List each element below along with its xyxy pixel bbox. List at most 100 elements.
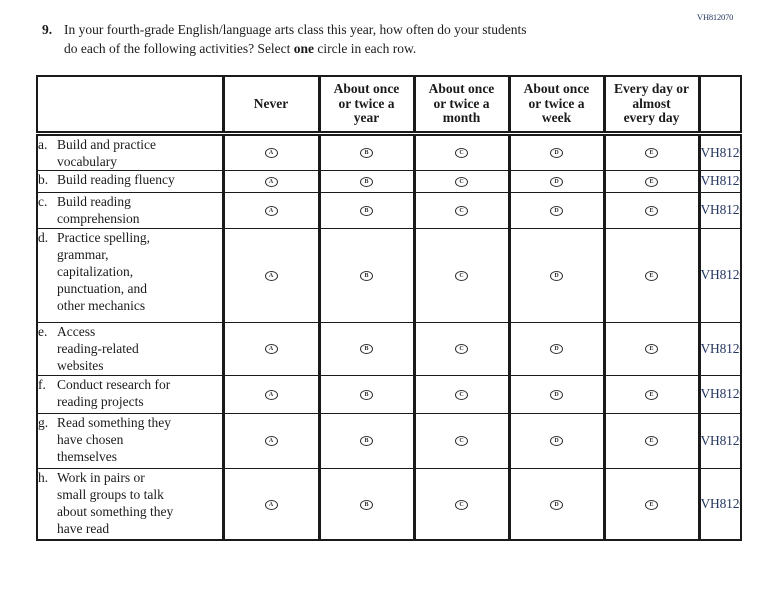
option-bubble-d[interactable]: D [550,270,563,281]
option-cell-once-twice-month: C [413,169,511,193]
header-row: Never About once or twice a year About o… [36,75,742,136]
row-letter: b. [38,171,49,187]
option-bubble-e[interactable]: E [645,176,658,187]
option-cell-once-twice-year: B [318,321,416,376]
row-code-cell: VH812078 [698,169,742,193]
option-bubble-a[interactable]: A [264,389,278,400]
activity-label: Work in pairs or small groups to talk ab… [57,469,174,536]
option-bubble-a[interactable]: A [264,176,278,187]
option-cell-never: A [222,227,321,323]
activity-label: Build reading comprehension [57,193,140,226]
activity-label-cell: e. Access reading-related websites [36,321,225,376]
option-cell-every-day: E [603,321,701,376]
header-code-cell [698,75,742,136]
row-code: VH812088 [700,386,741,401]
header-never: Never [222,75,321,136]
activity-label: Access reading-related websites [57,323,139,373]
option-cell-once-twice-week: D [508,467,606,541]
option-bubble-c[interactable]: C [455,205,468,216]
option-cell-once-twice-month: C [413,191,511,229]
question-number: 9. [42,22,53,37]
row-code-cell: VH812084 [698,227,742,323]
option-bubble-d[interactable]: D [550,205,563,216]
option-bubble-b[interactable]: B [360,176,373,187]
option-bubble-e[interactable]: E [645,344,658,355]
frequency-matrix-table: Never About once or twice a year About o… [36,75,742,541]
option-cell-once-twice-week: D [508,169,606,193]
option-bubble-c[interactable]: C [455,389,468,400]
row-letter: h. [38,469,49,485]
option-cell-once-twice-month: C [413,412,511,469]
option-bubble-a[interactable]: A [264,205,278,216]
table-row: a. Build and practice vocabulary A B C D… [36,132,742,171]
option-bubble-d[interactable]: D [550,344,563,355]
option-bubble-c[interactable]: C [455,148,468,159]
option-cell-once-twice-year: B [318,374,416,414]
table-row: h. Work in pairs or small groups to talk… [36,467,742,541]
option-bubble-a[interactable]: A [264,436,278,447]
activity-label-cell: d. Practice spelling, grammar, capitaliz… [36,227,225,323]
header-once-twice-week: About once or twice a week [508,75,606,136]
option-bubble-c[interactable]: C [455,270,468,281]
option-bubble-b[interactable]: B [360,205,373,216]
option-cell-once-twice-year: B [318,191,416,229]
option-bubble-d[interactable]: D [550,148,563,159]
option-cell-every-day: E [603,169,701,193]
row-letter: f. [38,376,46,392]
option-bubble-c[interactable]: C [455,344,468,355]
option-bubble-e[interactable]: E [645,436,658,447]
option-cell-once-twice-week: D [508,191,606,229]
option-cell-once-twice-week: D [508,132,606,171]
option-cell-once-twice-month: C [413,227,511,323]
activity-label: Read something they have chosen themselv… [57,414,171,464]
option-cell-once-twice-month: C [413,467,511,541]
option-bubble-b[interactable]: B [360,499,373,510]
option-bubble-d[interactable]: D [550,499,563,510]
option-bubble-e[interactable]: E [645,148,658,159]
option-cell-every-day: E [603,467,701,541]
option-bubble-a[interactable]: A [264,148,278,159]
option-bubble-e[interactable]: E [645,389,658,400]
activity-label-cell: a. Build and practice vocabulary [36,132,225,171]
table-row: e. Access reading-related websites A B C… [36,321,742,376]
activity-label: Build and practice vocabulary [57,136,156,169]
option-bubble-d[interactable]: D [550,176,563,187]
row-letter: e. [38,323,48,339]
option-bubble-a[interactable]: A [264,270,278,281]
option-cell-once-twice-month: C [413,374,511,414]
row-code: VH812078 [700,173,741,188]
table-row: d. Practice spelling, grammar, capitaliz… [36,227,742,323]
option-bubble-b[interactable]: B [360,270,373,281]
row-code: VH812083 [700,202,741,217]
option-bubble-d[interactable]: D [550,389,563,400]
option-cell-never: A [222,169,321,193]
option-bubble-d[interactable]: D [550,436,563,447]
row-code-cell: VH812077 [698,132,742,171]
option-bubble-a[interactable]: A [264,499,278,510]
option-cell-once-twice-year: B [318,467,416,541]
row-code-cell: VH812086 [698,321,742,376]
option-bubble-c[interactable]: C [455,499,468,510]
option-cell-once-twice-month: C [413,132,511,171]
question-text: In your fourth-grade English/language ar… [64,21,526,58]
question-text-end: circle in each row. [314,40,417,56]
option-bubble-b[interactable]: B [360,436,373,447]
row-letter: g. [38,414,49,430]
activity-label-cell: b. Build reading fluency [36,169,225,193]
option-cell-once-twice-week: D [508,227,606,323]
option-bubble-e[interactable]: E [645,499,658,510]
table-row: g. Read something they have chosen thems… [36,412,742,469]
option-bubble-e[interactable]: E [645,205,658,216]
option-cell-every-day: E [603,191,701,229]
option-bubble-b[interactable]: B [360,148,373,159]
option-bubble-c[interactable]: C [455,436,468,447]
option-bubble-e[interactable]: E [645,270,658,281]
option-bubble-b[interactable]: B [360,344,373,355]
option-bubble-a[interactable]: A [264,344,278,355]
row-letter: c. [38,193,48,209]
option-bubble-b[interactable]: B [360,389,373,400]
option-bubble-c[interactable]: C [455,176,468,187]
row-code: VH812086 [700,340,741,356]
activity-label: Practice spelling, grammar, capitalizati… [57,229,150,313]
row-code: VH812089 [700,432,741,448]
